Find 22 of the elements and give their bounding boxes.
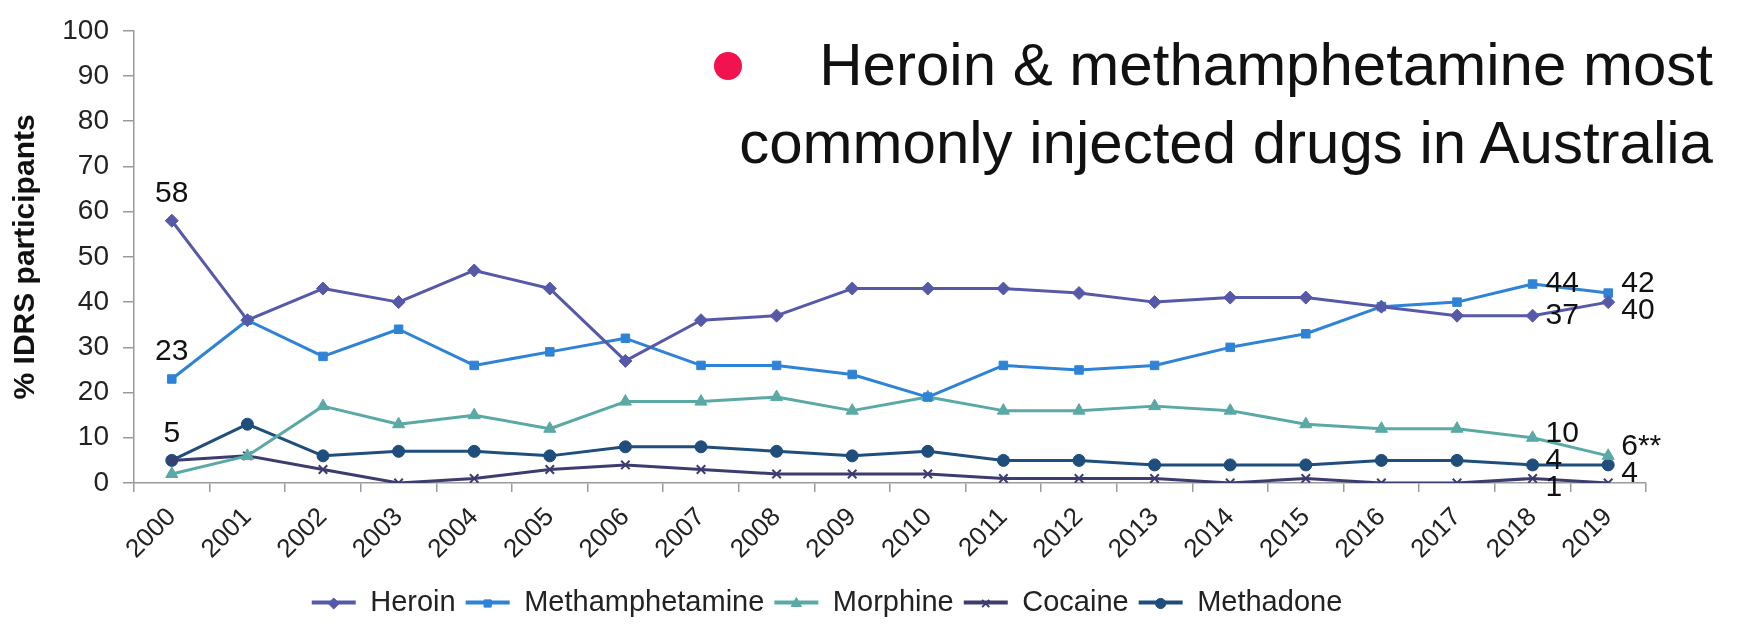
data-label: 58: [155, 174, 189, 208]
legend-label: Methamphetamine: [524, 584, 765, 617]
data-label: 10: [1545, 414, 1579, 448]
y-tick-label: 60: [77, 194, 109, 226]
legend-label: Methadone: [1197, 584, 1343, 617]
data-label: 23: [155, 333, 189, 367]
y-tick-label: 10: [77, 420, 109, 452]
y-tick-label: 20: [77, 375, 109, 407]
data-label: 5: [163, 414, 181, 448]
y-tick-label: 80: [77, 103, 109, 135]
y-tick-label: 30: [77, 330, 109, 362]
legend-label: Heroin: [370, 584, 456, 617]
legend-label: Morphine: [832, 584, 954, 617]
text: Heroin & methamphetamine most commonly injected drugs in Australia: [738, 30, 1713, 178]
y-tick-label: 70: [77, 149, 109, 181]
y-tick-label: 90: [77, 58, 109, 90]
y-tick-label: 100: [62, 13, 109, 45]
y-tick-label: 0: [93, 465, 109, 497]
y-tick-label: 40: [77, 284, 109, 316]
y-axis-title: % IDRS participants: [7, 114, 41, 400]
legend-label: Cocaine: [1022, 584, 1129, 617]
y-tick-label: 50: [77, 239, 109, 271]
